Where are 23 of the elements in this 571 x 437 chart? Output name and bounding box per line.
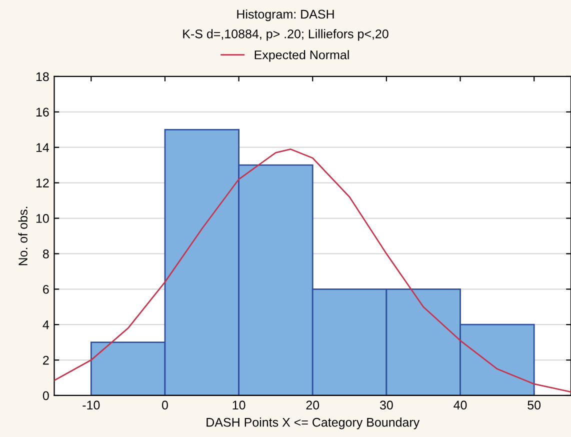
y-tick-label: 14 xyxy=(36,143,50,152)
y-tick-label: 6 xyxy=(43,284,49,294)
y-tick-label: 18 xyxy=(36,72,49,82)
chart-title: Histogram: DASH xyxy=(237,9,334,22)
line-series xyxy=(54,148,571,393)
y-tick-label: 4 xyxy=(42,320,50,330)
x-tick-label: 20 xyxy=(306,400,320,410)
x-tick-label: -10 xyxy=(82,400,100,410)
y-tick-label: 16 xyxy=(36,108,49,117)
y-tick-label: 2 xyxy=(43,356,49,365)
x-tick-label: 30 xyxy=(380,400,393,410)
chart-subtitle: K-S d=,10884, p> .20; Lilliefors p<,20 xyxy=(183,29,388,41)
legend-label: Expected Normal xyxy=(254,50,349,62)
y-tick-label: 12 xyxy=(36,178,49,188)
x-tick-label: 10 xyxy=(232,400,246,410)
y-axis-title: No. of obs. xyxy=(18,206,28,266)
x-tick-label: 40 xyxy=(454,400,467,410)
y-tick-label: 8 xyxy=(42,250,49,258)
x-axis-title: DASH Points X <= Category Boundary xyxy=(206,418,420,430)
y-tick-label: 0 xyxy=(42,391,49,400)
x-tick-label: 50 xyxy=(528,400,541,410)
y-tick-label: 10 xyxy=(36,214,49,223)
x-tick-label: 0 xyxy=(162,400,168,410)
